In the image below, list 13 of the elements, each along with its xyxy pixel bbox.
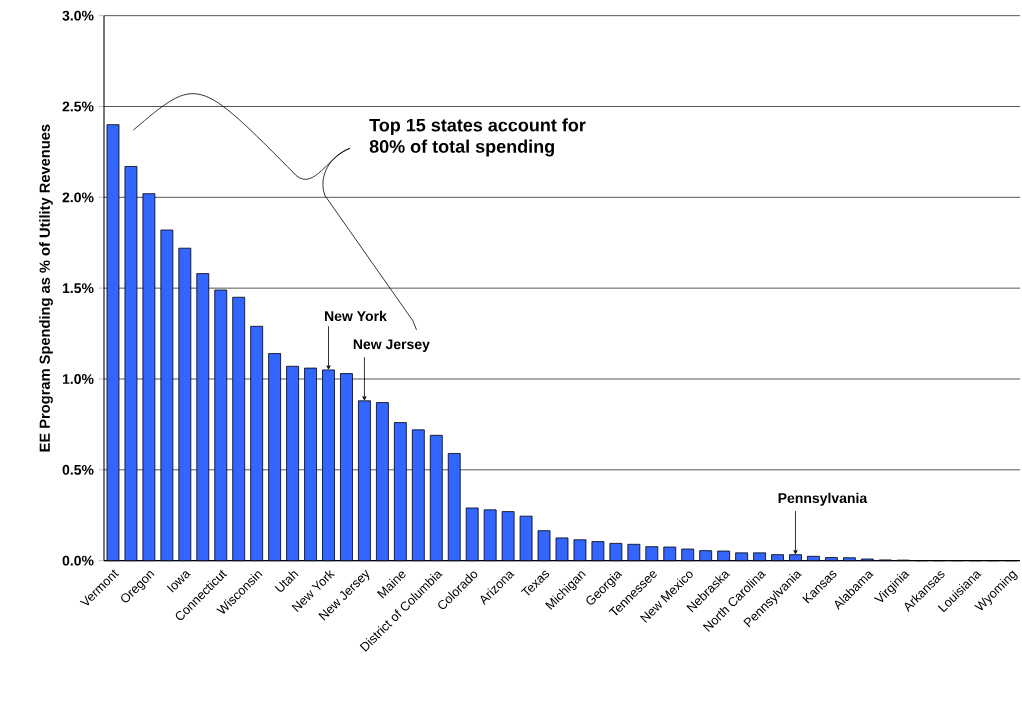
annotation: New York [325, 310, 387, 322]
y-tick-label: 1.0% [62, 374, 94, 384]
y-tick-label: 3.0% [62, 10, 94, 21]
y-tick-label: 2.5% [62, 101, 94, 112]
x-tick-label: Utah [274, 571, 299, 592]
annotation: New Jersey [353, 339, 430, 352]
y-tick-label: 1.5% [62, 283, 94, 294]
annotation: Top 15 states account for 80% of total spending [369, 118, 586, 157]
y-tick-label: 0.0% [62, 555, 94, 566]
y-tick-label: 0.5% [62, 464, 94, 475]
annotation: Pennsylvania [778, 492, 868, 506]
y-tick-label: 2.0% [62, 192, 94, 203]
y-axis-title: EE Program Spending as % of Utility Revenues [39, 124, 53, 452]
